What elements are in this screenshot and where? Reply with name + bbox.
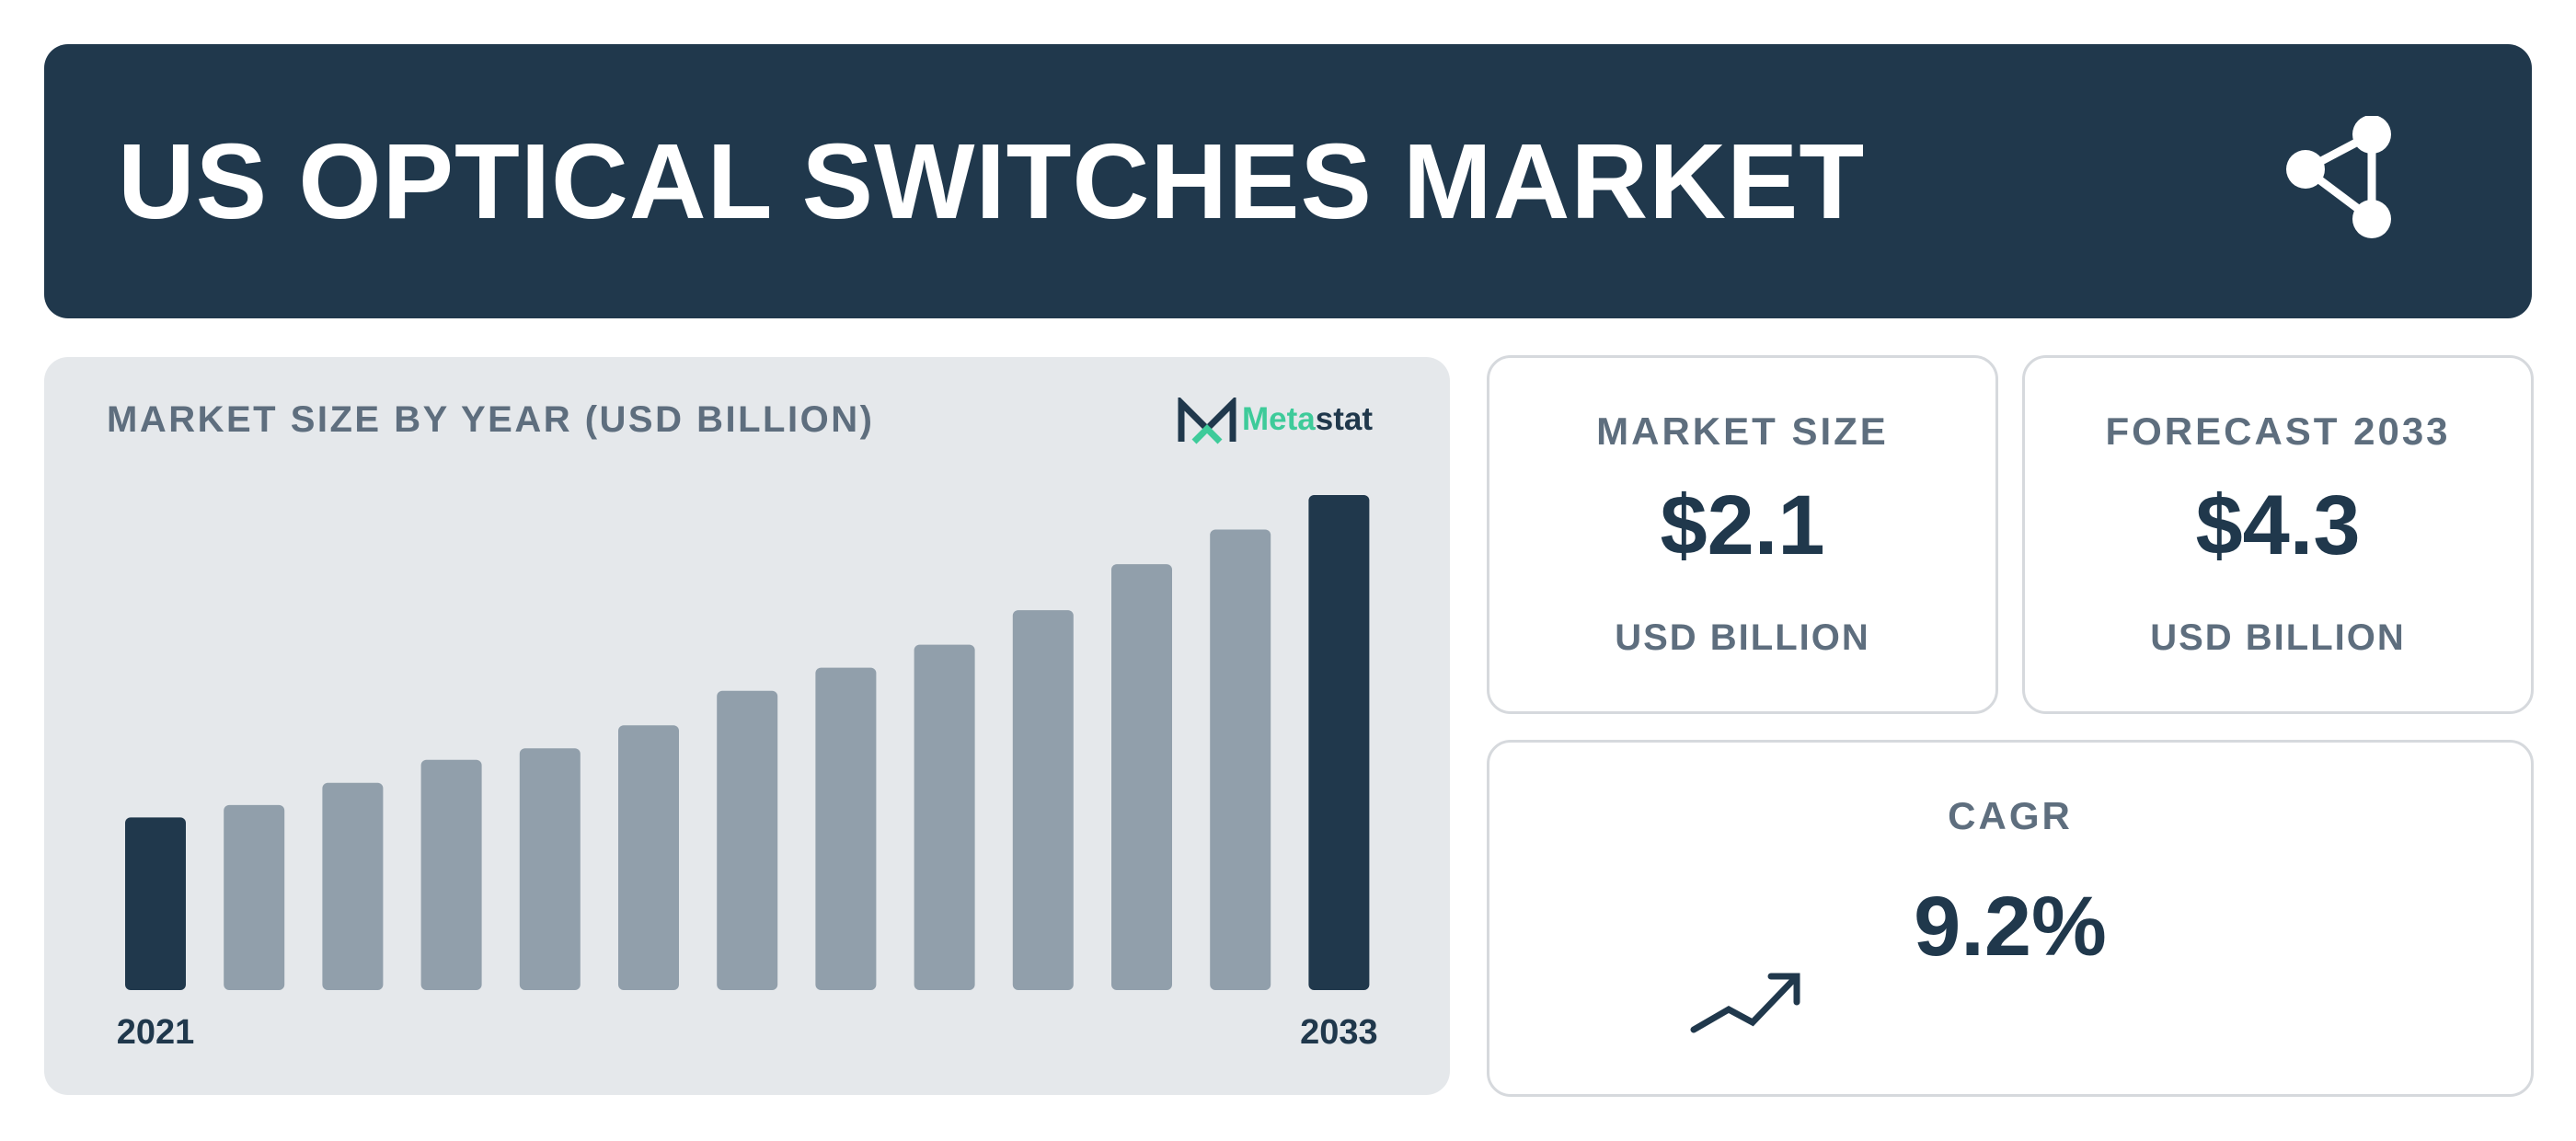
bar-2026: [618, 725, 679, 990]
bar-2027: [717, 690, 778, 990]
share-icon[interactable]: [2274, 116, 2412, 254]
bar-2021: [125, 817, 186, 990]
bar-2031: [1111, 564, 1172, 990]
bar-chart: 2021 2033: [117, 495, 1378, 1052]
header-banner: US OPTICAL SWITCHES MARKET: [44, 44, 2532, 318]
metastat-logo: Metastat: [1178, 394, 1417, 449]
metastat-logo-icon: [1178, 398, 1236, 444]
cagr-card: CAGR 9.2%: [1487, 740, 2534, 1097]
cagr-value: 9.2%: [1914, 880, 2107, 974]
market-size-card: MARKET SIZE $2.1 USD BILLION: [1487, 355, 1998, 714]
bar-2029: [914, 644, 975, 990]
bar-2022: [224, 804, 285, 990]
forecast-unit: USD BILLION: [2150, 617, 2406, 658]
bar-2028: [815, 667, 877, 990]
logo-wordmark: Metastat: [1242, 401, 1373, 438]
bar-2030: [1012, 610, 1074, 990]
forecast-card: FORECAST 2033 $4.3 USD BILLION: [2022, 355, 2534, 714]
bar-2023: [322, 782, 384, 990]
logo-text-stat: stat: [1315, 401, 1373, 437]
logo-text-meta: Meta: [1242, 401, 1316, 437]
trend-up-icon: [1690, 973, 1800, 1033]
chart-title: MARKET SIZE BY YEAR (USD BILLION): [107, 399, 875, 440]
x-tick-label-2033: 2033: [1300, 1013, 1378, 1052]
market-size-label: MARKET SIZE: [1596, 409, 1889, 453]
bar-2032: [1210, 529, 1271, 990]
market-size-chart-card: MARKET SIZE BY YEAR (USD BILLION) Metast…: [44, 357, 1450, 1095]
bar-2024: [420, 759, 482, 990]
page-title: US OPTICAL SWITCHES MARKET: [118, 121, 1866, 241]
x-tick-label-2021: 2021: [117, 1013, 195, 1052]
cagr-label: CAGR: [1948, 794, 2073, 837]
market-size-value: $2.1: [1660, 478, 1825, 572]
bar-2025: [519, 748, 581, 990]
bar-2033: [1308, 495, 1370, 990]
market-size-unit: USD BILLION: [1615, 617, 1870, 658]
forecast-value: $4.3: [2195, 478, 2361, 572]
forecast-label: FORECAST 2033: [2105, 409, 2451, 453]
